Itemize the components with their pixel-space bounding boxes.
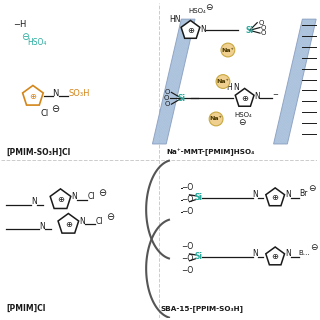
Polygon shape bbox=[235, 88, 254, 106]
Polygon shape bbox=[58, 213, 79, 233]
Text: H: H bbox=[226, 83, 232, 92]
Text: O: O bbox=[164, 95, 169, 101]
Text: O: O bbox=[165, 101, 170, 107]
Text: ⊕: ⊕ bbox=[57, 195, 64, 204]
Text: ⊖: ⊖ bbox=[205, 3, 213, 12]
Text: ⊕: ⊕ bbox=[241, 94, 248, 103]
Text: Si: Si bbox=[245, 26, 253, 35]
Text: N: N bbox=[252, 190, 258, 199]
Text: Cl: Cl bbox=[41, 108, 49, 117]
Polygon shape bbox=[274, 19, 316, 144]
Text: O: O bbox=[261, 30, 266, 36]
Text: ⊖: ⊖ bbox=[106, 212, 114, 222]
Text: Si: Si bbox=[195, 193, 202, 202]
Text: ⊖: ⊖ bbox=[311, 244, 318, 252]
Text: O: O bbox=[165, 89, 170, 95]
Text: ⊖: ⊖ bbox=[52, 104, 60, 114]
Text: N: N bbox=[252, 249, 258, 258]
Circle shape bbox=[221, 43, 235, 57]
Text: ⊕: ⊕ bbox=[272, 252, 279, 261]
Text: [PMIM]Cl: [PMIM]Cl bbox=[6, 304, 46, 313]
Text: Cl: Cl bbox=[88, 192, 96, 201]
Text: Na⁺-MMT-[PMIM]HSO₄: Na⁺-MMT-[PMIM]HSO₄ bbox=[167, 148, 255, 156]
Circle shape bbox=[216, 75, 230, 88]
Text: −O: −O bbox=[182, 207, 194, 216]
Text: N: N bbox=[52, 89, 59, 98]
Text: O: O bbox=[258, 20, 264, 26]
Text: SO₃H: SO₃H bbox=[68, 89, 90, 98]
Text: N: N bbox=[285, 249, 291, 258]
Text: HSO₄: HSO₄ bbox=[235, 112, 252, 118]
Text: N: N bbox=[31, 197, 37, 206]
Text: Br: Br bbox=[299, 189, 307, 198]
Text: N: N bbox=[79, 217, 85, 226]
Polygon shape bbox=[266, 188, 284, 206]
Text: Na⁺: Na⁺ bbox=[221, 48, 234, 52]
Text: Na⁺: Na⁺ bbox=[210, 116, 222, 122]
Text: Si: Si bbox=[178, 94, 186, 103]
Polygon shape bbox=[23, 85, 43, 105]
Text: ⊖: ⊖ bbox=[309, 184, 316, 193]
Text: N: N bbox=[233, 83, 239, 92]
Text: N: N bbox=[285, 190, 291, 199]
Text: −O: −O bbox=[182, 183, 194, 192]
Text: −: − bbox=[272, 92, 278, 98]
Text: HN: HN bbox=[169, 15, 180, 24]
Text: ⊖: ⊖ bbox=[238, 118, 245, 127]
Text: −O: −O bbox=[182, 243, 194, 252]
Polygon shape bbox=[266, 247, 284, 265]
Text: −H: −H bbox=[13, 20, 27, 29]
Text: ⊖: ⊖ bbox=[98, 188, 106, 198]
Text: ⊕: ⊕ bbox=[187, 26, 194, 35]
Text: −O: −O bbox=[182, 254, 194, 263]
Text: O: O bbox=[261, 25, 266, 30]
Text: N: N bbox=[71, 192, 77, 201]
Text: ⊕: ⊕ bbox=[272, 193, 279, 202]
Text: Cl: Cl bbox=[96, 217, 103, 226]
Text: B…: B… bbox=[299, 250, 310, 256]
Text: −O: −O bbox=[182, 266, 194, 275]
Text: N: N bbox=[39, 222, 44, 231]
Text: −O: −O bbox=[182, 195, 194, 204]
Text: ⊕: ⊕ bbox=[29, 92, 36, 101]
Polygon shape bbox=[50, 189, 71, 209]
Circle shape bbox=[209, 112, 223, 126]
Text: N: N bbox=[200, 25, 206, 34]
Polygon shape bbox=[181, 20, 200, 38]
Text: SBA-15-[PPIM-SO₃H]: SBA-15-[PPIM-SO₃H] bbox=[161, 305, 244, 311]
Text: ⊕: ⊕ bbox=[65, 220, 72, 229]
Text: ⊖: ⊖ bbox=[21, 32, 29, 42]
Polygon shape bbox=[152, 19, 195, 144]
Text: Si: Si bbox=[194, 252, 202, 261]
Text: HSO₄: HSO₄ bbox=[188, 8, 206, 14]
Text: N: N bbox=[254, 92, 260, 101]
Text: Na⁺: Na⁺ bbox=[217, 79, 229, 84]
Text: HSO₄: HSO₄ bbox=[27, 38, 46, 47]
Text: Si: Si bbox=[194, 193, 202, 202]
Text: [PMIM-SO₃H]Cl: [PMIM-SO₃H]Cl bbox=[6, 148, 71, 157]
